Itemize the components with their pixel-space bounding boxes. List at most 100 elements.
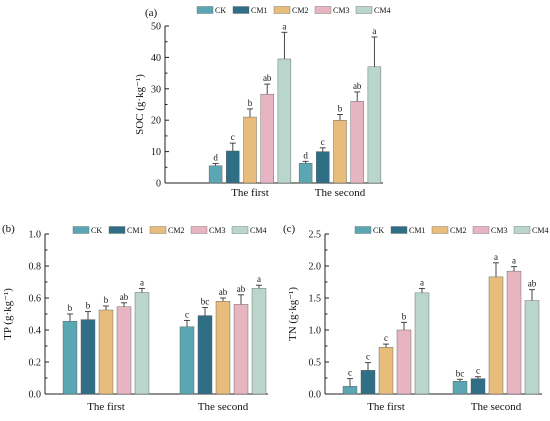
legend-label: CM3 — [333, 6, 349, 15]
legend-swatch — [72, 226, 90, 234]
significance-label: bc — [456, 368, 465, 378]
legend-item: CM1 — [108, 226, 143, 235]
legend-item: CM1 — [390, 226, 425, 235]
y-tick-label: 1.5 — [309, 294, 322, 305]
legend-label: CM4 — [250, 226, 266, 235]
significance-label: ab — [263, 73, 272, 83]
bar-cm4 — [134, 292, 150, 395]
significance-label: b — [104, 295, 109, 305]
chart-panel-3: 0.0 0.5 1.0 1.5 2.0 2.5 TN (g·kg⁻¹) (c) CK CM1 CM2… — [283, 223, 548, 413]
legend-swatch — [196, 6, 214, 14]
bar-cm1 — [80, 319, 96, 395]
bar-cm1 — [360, 370, 376, 395]
legend-item: CM3 — [314, 6, 349, 15]
legend-item: CK — [196, 6, 226, 15]
significance-label: b — [68, 303, 73, 313]
significance-label: b — [338, 104, 343, 114]
y-tick-label: 0.6 — [29, 294, 42, 305]
bar-cm2 — [333, 119, 347, 184]
significance-label: bc — [201, 297, 210, 307]
legend-item: CK — [72, 226, 102, 235]
panel-label: (c) — [283, 223, 296, 235]
legend-label: CM1 — [127, 226, 143, 235]
significance-label: ab — [120, 292, 129, 302]
chart-panel-1: 0 10 20 30 40 50 SOC (g·kg⁻¹) (a) CK CM1 CM2 CM3 CM4… — [134, 6, 390, 199]
significance-label: a — [257, 274, 261, 284]
legend-swatch — [232, 6, 250, 14]
y-tick-label: 2.0 — [309, 262, 322, 273]
significance-label: d — [303, 150, 308, 160]
y-tick-label: 0.2 — [29, 358, 42, 369]
significance-label: c — [185, 309, 189, 319]
legend-label: CM3 — [491, 226, 507, 235]
bar-ck — [298, 163, 313, 184]
x-category-label: The second — [198, 401, 249, 413]
significance-label: ab — [219, 287, 228, 297]
legend-swatch — [231, 226, 249, 234]
significance-label: a — [372, 26, 376, 36]
legend-item: CM1 — [232, 6, 267, 15]
bar-ck — [452, 381, 468, 395]
legend-label: CM4 — [374, 6, 390, 15]
legend-label: CK — [91, 226, 102, 235]
legend-item: CK — [354, 226, 384, 235]
legend-swatch — [472, 226, 490, 234]
significance-label: b — [248, 98, 253, 108]
bar-cm3 — [506, 270, 522, 395]
legend-item: CM3 — [472, 226, 507, 235]
panel-label: (b) — [2, 223, 15, 235]
legend-label: CK — [373, 226, 384, 235]
legend-label: CM1 — [251, 6, 267, 15]
bar-ck — [179, 326, 195, 395]
legend-label: CM2 — [168, 226, 184, 235]
y-tick-label: 1.0 — [309, 326, 322, 337]
significance-label: b — [86, 301, 91, 311]
significance-label: a — [420, 277, 424, 287]
bar-cm1 — [470, 378, 486, 395]
y-axis-title: TN (g·kg⁻¹) — [287, 287, 299, 341]
y-tick-label: 2.5 — [309, 230, 322, 241]
axes — [44, 233, 268, 395]
significance-label: a — [140, 277, 144, 287]
legend-swatch — [431, 226, 449, 234]
significance-label: c — [231, 132, 235, 142]
bar-cm3 — [260, 93, 274, 184]
bar-ck — [342, 386, 358, 395]
legend-label: CM4 — [532, 226, 548, 235]
bar-cm3 — [116, 306, 132, 395]
legend-swatch — [190, 226, 208, 234]
bar-cm2 — [488, 276, 504, 395]
x-category-label: The second — [471, 401, 522, 413]
significance-label: c — [476, 366, 480, 376]
y-axis-title: TP (g·kg⁻¹) — [2, 288, 14, 340]
bar-cm2 — [215, 301, 231, 395]
significance-label: a — [494, 252, 498, 262]
legend: CK CM1 CM2 CM3 CM4 — [354, 226, 548, 235]
significance-label: ab — [528, 279, 537, 289]
y-tick-label: 0.0 — [309, 390, 322, 401]
significance-label: a — [282, 21, 286, 31]
legend-label: CM2 — [450, 226, 466, 235]
x-category-label: The first — [87, 401, 125, 413]
significance-label: d — [213, 153, 218, 163]
bar-cm4 — [251, 288, 267, 395]
y-tick-label: 0.5 — [309, 358, 322, 369]
y-tick-label: 30 — [151, 84, 161, 95]
legend-label: CM3 — [209, 226, 225, 235]
legend-label: CM1 — [409, 226, 425, 235]
bar-ck — [208, 165, 223, 184]
legend-item: CM2 — [149, 226, 184, 235]
bar-cm3 — [350, 101, 364, 184]
x-category-label: The first — [367, 401, 405, 413]
legend-swatch — [355, 6, 373, 14]
bar-cm2 — [98, 309, 114, 395]
significance-label: c — [384, 333, 388, 343]
legend-item: CM2 — [273, 6, 308, 15]
significance-label: b — [402, 311, 407, 321]
legend-label: CK — [215, 6, 226, 15]
legend-item: CM4 — [355, 6, 390, 15]
x-category-label: The second — [315, 187, 366, 199]
legend-item: CM3 — [190, 226, 225, 235]
legend-swatch — [314, 6, 332, 14]
